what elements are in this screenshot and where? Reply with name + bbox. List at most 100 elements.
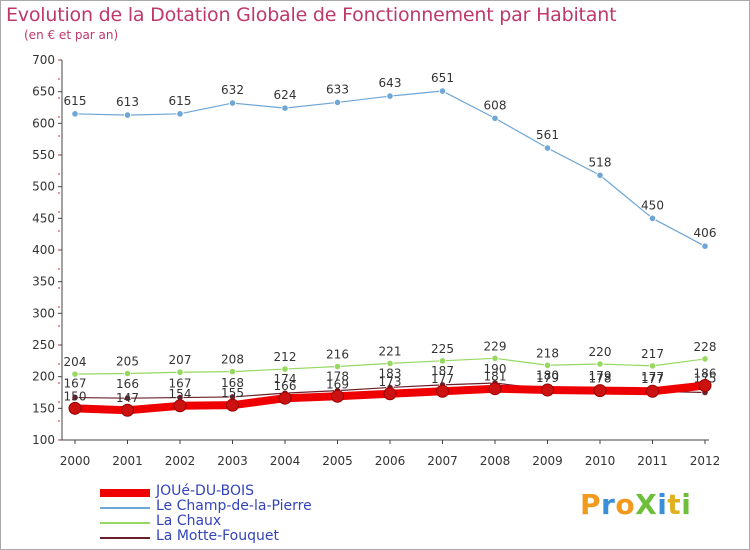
data-label: 450 [641, 198, 664, 212]
data-label: 178 [589, 372, 612, 386]
data-point [68, 401, 82, 415]
legend-swatch [100, 522, 150, 524]
data-label: 613 [116, 95, 139, 109]
data-point [331, 389, 344, 403]
data-label: 169 [326, 377, 349, 391]
legend-swatch [100, 507, 150, 509]
x-tick-label: 2012 [690, 454, 721, 468]
x-tick-label: 2011 [637, 454, 668, 468]
data-label: 406 [694, 226, 717, 240]
data-point [438, 357, 447, 365]
data-point [333, 98, 342, 107]
data-point [121, 403, 134, 417]
data-label: 178 [326, 370, 349, 384]
data-point [383, 387, 397, 401]
data-point [176, 110, 184, 118]
data-label: 205 [116, 355, 139, 369]
data-point [491, 354, 499, 362]
data-label: 218 [536, 346, 559, 360]
data-label: 518 [589, 155, 612, 169]
x-tick-label: 2008 [480, 454, 511, 468]
data-point [543, 144, 552, 152]
data-point [228, 367, 237, 376]
data-label: 150 [64, 389, 87, 403]
data-label: 632 [221, 83, 244, 97]
legend-label: JOUé-DU-BOIS [156, 483, 255, 499]
data-point [596, 360, 604, 368]
legend-label: La Chaux [156, 513, 222, 529]
y-tick-label: 500 [32, 180, 55, 194]
legend-swatch [100, 537, 150, 539]
data-label: 155 [221, 386, 244, 400]
data-label: 221 [379, 344, 402, 358]
legend-label: Le Champ-de-la-Pierre [156, 498, 312, 514]
data-point [541, 383, 554, 397]
data-point [71, 370, 79, 378]
x-tick-label: 2007 [427, 454, 458, 468]
x-tick-label: 2002 [165, 454, 196, 468]
data-label: 175 [694, 372, 717, 386]
data-label: 179 [536, 371, 559, 385]
data-label: 212 [274, 350, 297, 364]
data-label: 154 [169, 387, 192, 401]
data-label: 166 [274, 379, 297, 393]
data-label: 181 [484, 370, 507, 384]
data-point [71, 110, 79, 118]
data-label: 177 [641, 372, 664, 386]
x-tick-label: 2010 [585, 454, 616, 468]
x-tick-label: 2000 [60, 454, 91, 468]
data-point [543, 361, 552, 369]
data-label: 217 [641, 347, 664, 361]
chart-title: Evolution de la Dotation Globale de Fonc… [6, 4, 617, 26]
data-label: 186 [694, 367, 717, 381]
y-tick-label: 600 [32, 116, 55, 130]
data-label: 633 [326, 82, 349, 96]
data-label: 179 [589, 369, 612, 383]
data-point [228, 99, 237, 107]
data-label: 615 [64, 94, 87, 108]
data-label: 180 [536, 368, 559, 382]
data-label: 187 [431, 364, 454, 378]
y-tick-label: 250 [32, 338, 55, 352]
data-point [123, 394, 132, 402]
proxiti-logo: ProXiti [580, 488, 692, 521]
x-tick-label: 2005 [322, 454, 353, 468]
y-tick-label: 550 [32, 148, 55, 162]
data-label: 624 [274, 88, 297, 102]
data-point [488, 382, 502, 396]
y-tick-label: 200 [32, 370, 55, 384]
legend-label: La Motte-Fouquet [156, 528, 279, 544]
data-point [491, 114, 499, 122]
data-point [226, 398, 239, 412]
data-point [71, 393, 79, 402]
data-label: 615 [169, 94, 192, 108]
data-label: 167 [169, 377, 192, 391]
data-label: 204 [64, 355, 87, 369]
x-tick-label: 2003 [217, 454, 248, 468]
data-point [648, 362, 657, 370]
data-label: 643 [379, 76, 402, 90]
data-point [648, 214, 657, 222]
data-point [123, 369, 132, 378]
data-point [698, 379, 712, 393]
data-label: 207 [169, 353, 192, 367]
data-point [173, 399, 187, 413]
y-tick-label: 100 [32, 433, 55, 447]
data-point [701, 355, 709, 363]
data-label: 167 [64, 377, 87, 391]
data-point [176, 368, 184, 376]
y-tick-label: 700 [32, 53, 55, 67]
data-point [123, 111, 132, 119]
data-label: 177 [641, 370, 664, 384]
x-tick-label: 2009 [532, 454, 563, 468]
data-label: 168 [221, 376, 244, 390]
data-point [436, 384, 449, 398]
y-tick-label: 650 [32, 85, 55, 99]
data-label: 651 [431, 71, 454, 85]
data-point [593, 384, 607, 398]
data-label: 228 [694, 340, 717, 354]
data-label: 190 [484, 362, 507, 376]
data-label: 216 [326, 348, 349, 362]
y-tick-label: 400 [32, 243, 55, 257]
